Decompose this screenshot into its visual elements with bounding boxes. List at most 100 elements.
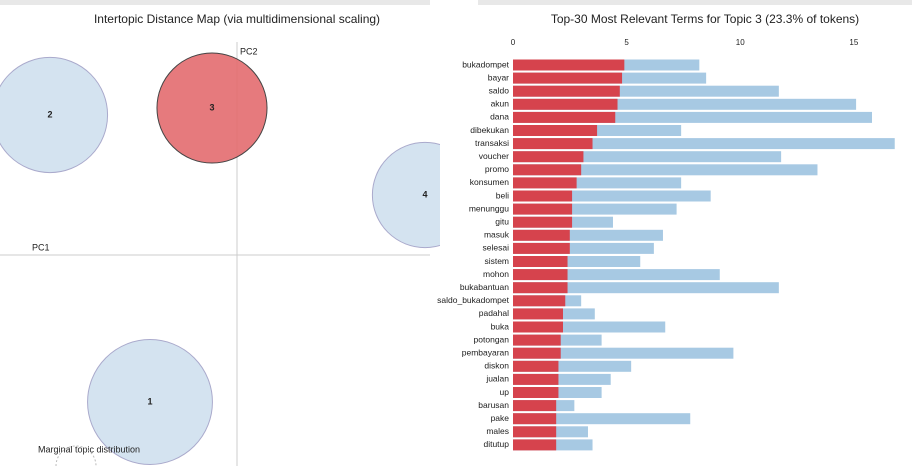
bar — [513, 98, 618, 110]
bar — [513, 72, 623, 84]
x-tick-label: 15 — [849, 38, 858, 47]
bar — [513, 256, 568, 267]
bar — [513, 138, 593, 150]
term-label: males — [486, 426, 509, 436]
topic-label: 2 — [47, 109, 52, 119]
bar — [513, 360, 559, 372]
bar — [513, 269, 720, 281]
bar — [513, 85, 779, 97]
bar — [513, 151, 584, 163]
bar — [513, 203, 677, 215]
x-tick-label: 5 — [624, 38, 629, 47]
bar — [513, 177, 682, 189]
bar — [513, 413, 691, 425]
term-label: transaksi — [475, 138, 509, 148]
bar — [513, 387, 559, 398]
bar — [513, 282, 568, 294]
chart-title: Top-30 Most Relevant Terms for Topic 3 (… — [551, 12, 859, 26]
bar — [513, 190, 711, 202]
topic-bubble — [87, 339, 213, 465]
bar — [513, 138, 895, 150]
bar — [513, 111, 616, 123]
topic-bubble — [156, 52, 268, 164]
term-label: saldo_bukadompet — [437, 295, 509, 305]
term-label: mohon — [483, 269, 509, 279]
term-label: saldo — [489, 85, 510, 95]
bar — [513, 229, 570, 241]
bar — [513, 400, 557, 412]
bar — [513, 347, 734, 359]
bar — [513, 426, 557, 438]
chart-title: Intertopic Distance Map (via multidimens… — [94, 12, 380, 26]
bar — [513, 334, 561, 346]
annotation: Marginal topic distribution — [38, 444, 140, 454]
bar — [513, 125, 598, 136]
x-tick-label: 0 — [511, 38, 516, 47]
x-axis-label: PC1 — [32, 242, 50, 252]
term-label: gitu — [495, 216, 509, 226]
bar — [513, 111, 873, 123]
bar — [513, 242, 570, 254]
bar — [513, 269, 568, 281]
term-label: pake — [491, 413, 510, 423]
bar — [513, 125, 682, 136]
bar — [513, 59, 625, 71]
top-bar — [478, 0, 912, 5]
topic-label: 4 — [422, 189, 427, 199]
term-label: sistem — [484, 256, 509, 266]
y-axis-label: PC2 — [240, 46, 258, 56]
bar — [513, 256, 641, 267]
topic-label: 1 — [147, 396, 152, 406]
term-label: jualan — [485, 374, 509, 384]
bar — [513, 177, 577, 189]
term-label: akun — [491, 99, 510, 109]
bar — [513, 98, 857, 110]
x-tick-label: 10 — [736, 38, 745, 47]
topic-label: 3 — [209, 102, 214, 112]
bar — [513, 282, 779, 294]
term-label: padahal — [479, 308, 509, 318]
bar — [513, 242, 654, 254]
bar — [513, 85, 620, 97]
term-label: diskon — [484, 361, 509, 371]
bar — [513, 308, 563, 320]
term-label: promo — [485, 164, 509, 174]
bar — [513, 151, 782, 163]
bar — [513, 321, 666, 333]
term-label: ditutup — [483, 439, 509, 449]
term-label: potongan — [474, 334, 510, 344]
top-bar — [0, 0, 430, 5]
bar — [513, 321, 563, 333]
term-label: beli — [496, 190, 509, 200]
bar — [513, 373, 559, 385]
term-label: dana — [490, 112, 509, 122]
topic-bubble — [0, 56, 109, 174]
term-label: barusan — [478, 400, 509, 410]
term-label: selesai — [483, 243, 510, 253]
bar — [513, 164, 818, 176]
term-label: up — [500, 387, 510, 397]
bar — [513, 413, 557, 425]
bar — [513, 295, 566, 307]
bar — [513, 229, 663, 241]
term-label: dibekukan — [470, 125, 509, 135]
term-label: bukabantuan — [460, 282, 509, 292]
term-label: konsumen — [470, 177, 509, 187]
term-label: bayar — [488, 72, 509, 82]
term-label: menunggu — [469, 203, 509, 213]
term-label: pembayaran — [462, 347, 510, 357]
bar — [513, 203, 573, 215]
bar — [513, 347, 561, 359]
bar — [513, 216, 573, 228]
term-label: voucher — [479, 151, 509, 161]
bar — [513, 360, 632, 372]
bar — [513, 164, 582, 176]
term-label: buka — [491, 321, 510, 331]
term-label: masuk — [484, 230, 510, 240]
bar — [513, 190, 573, 202]
bar — [513, 373, 611, 385]
bar — [513, 439, 557, 451]
term-label: bukadompet — [462, 59, 509, 69]
